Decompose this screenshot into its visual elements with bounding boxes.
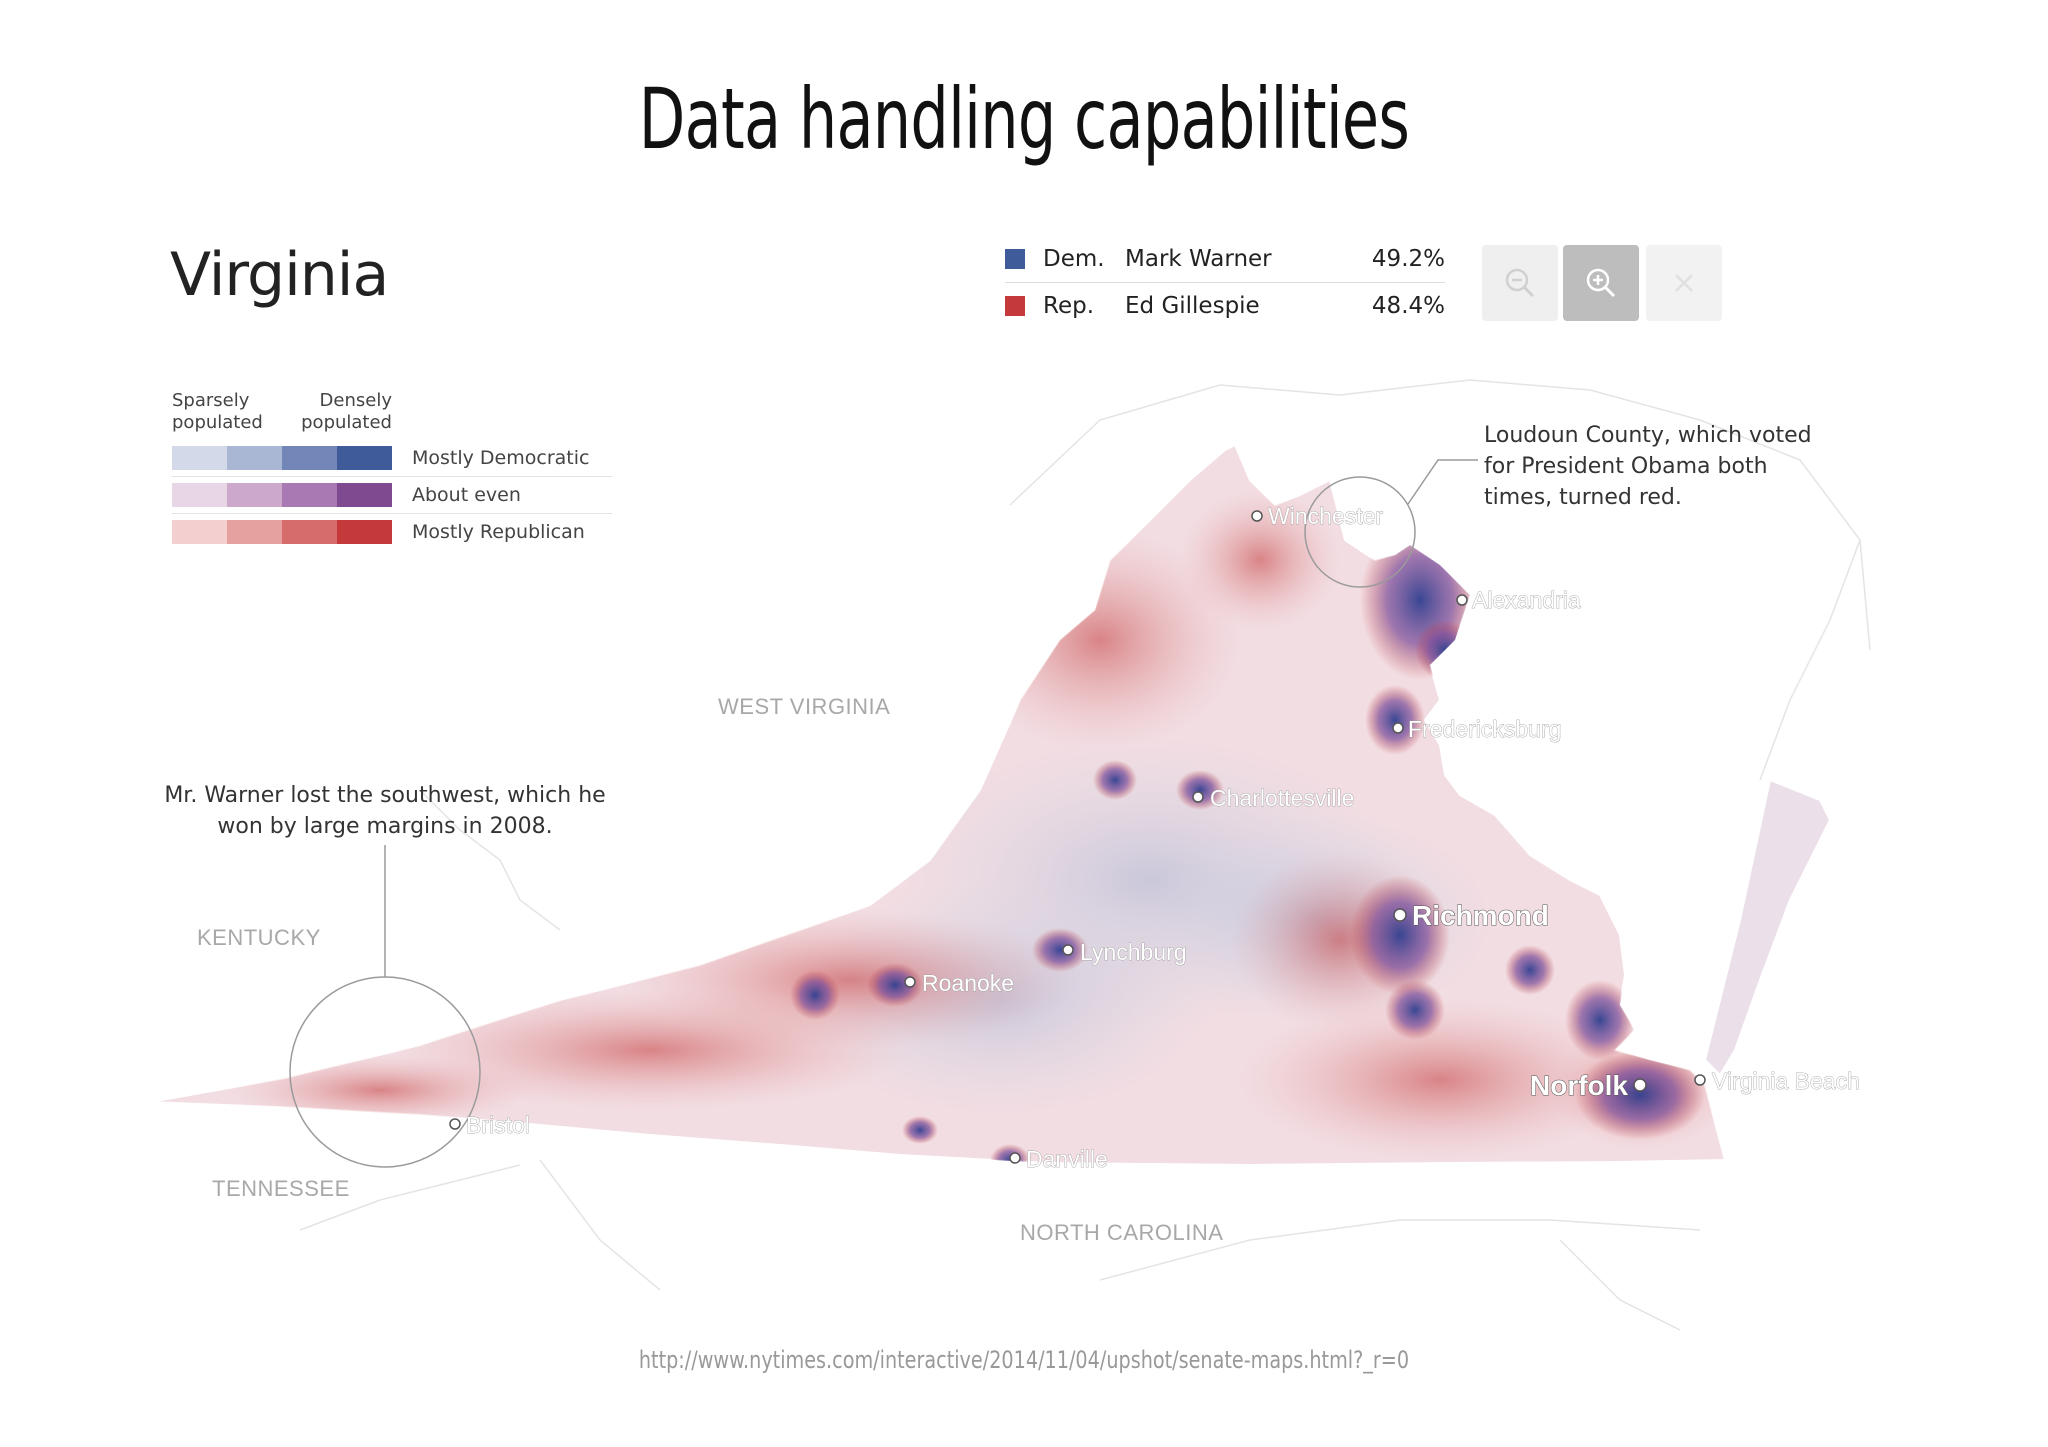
zoom-in-button[interactable] [1563, 245, 1639, 321]
city-label-virginia-beach: Virginia Beach [1712, 1068, 1860, 1094]
legend-dense-label: Densely populated [301, 390, 392, 433]
state-label-west-virginia: WEST VIRGINIA [718, 694, 890, 719]
candidate-name: Ed Gillespie [1125, 293, 1260, 319]
city-label-danville: Danville [1026, 1146, 1108, 1172]
rep-swatch [1005, 296, 1025, 316]
legend-density-header: Sparsely populated Densely populated [172, 390, 392, 440]
vote-percent: 49.2% [1371, 246, 1445, 272]
city-label-fredericksburg: Fredericksburg [1408, 716, 1561, 742]
city-label-charlottesville: Charlottesville [1210, 785, 1354, 811]
city-label-lynchburg: Lynchburg [1080, 939, 1187, 965]
dem-swatch [1005, 249, 1025, 269]
results-table: Dem. Mark Warner 49.2% Rep. Ed Gillespie… [1005, 236, 1445, 329]
state-label-north-carolina: NORTH CAROLINA [1020, 1220, 1223, 1245]
vote-percent: 48.4% [1371, 293, 1445, 319]
party-label: Rep. [1043, 293, 1095, 319]
result-row-dem: Dem. Mark Warner 49.2% [1005, 236, 1445, 282]
party-label: Dem. [1043, 246, 1105, 272]
city-label-richmond: Richmond [1412, 900, 1549, 931]
loudoun-callout-text: Loudoun County, which voted for Presiden… [1484, 423, 1812, 510]
zoom-out-button[interactable] [1482, 245, 1558, 321]
result-row-rep: Rep. Ed Gillespie 48.4% [1005, 282, 1445, 329]
legend-row-republican: Mostly Republican [172, 513, 612, 550]
legend-color-scale [172, 446, 392, 470]
legend-label: Mostly Republican [412, 521, 585, 543]
city-label-winchester: Winchester [1268, 503, 1383, 529]
city-label-bristol: Bristol [466, 1112, 530, 1138]
city-markers [449, 510, 1706, 1164]
loudoun-callout-line [1407, 459, 1478, 505]
eastern-shore-shape [1703, 778, 1832, 1077]
map-title: Virginia [170, 240, 389, 310]
state-label-kentucky: KENTUCKY [197, 925, 321, 950]
legend-color-scale [172, 483, 392, 507]
legend-row-even: About even [172, 476, 612, 513]
legend-color-scale [172, 520, 392, 544]
legend-label: About even [412, 484, 521, 506]
city-label-roanoke: Roanoke [922, 970, 1014, 996]
zoom-out-icon [1505, 268, 1535, 298]
state-label-tennessee: TENNESSEE [212, 1176, 350, 1201]
candidate-name: Mark Warner [1125, 246, 1272, 272]
neighbor-boundaries [299, 379, 1871, 1331]
source-url[interactable]: http://www.nytimes.com/interactive/2014/… [638, 1346, 1410, 1374]
city-label-norfolk: Norfolk [1530, 1070, 1628, 1101]
legend-label: Mostly Democratic [412, 447, 590, 469]
close-button[interactable] [1646, 245, 1722, 321]
legend-row-democratic: Mostly Democratic [172, 440, 612, 476]
map-legend: Sparsely populated Densely populated Mos… [172, 390, 612, 550]
zoom-in-icon [1586, 268, 1616, 298]
close-icon [1675, 274, 1693, 292]
southwest-callout-text: Mr. Warner lost the southwest, which he … [164, 783, 606, 839]
slide-title: Data handling capabilities [638, 70, 1410, 168]
city-label-alexandria: Alexandria [1472, 587, 1581, 613]
legend-sparse-label: Sparsely populated [172, 390, 263, 433]
loudoun-callout-circle [1304, 476, 1416, 588]
